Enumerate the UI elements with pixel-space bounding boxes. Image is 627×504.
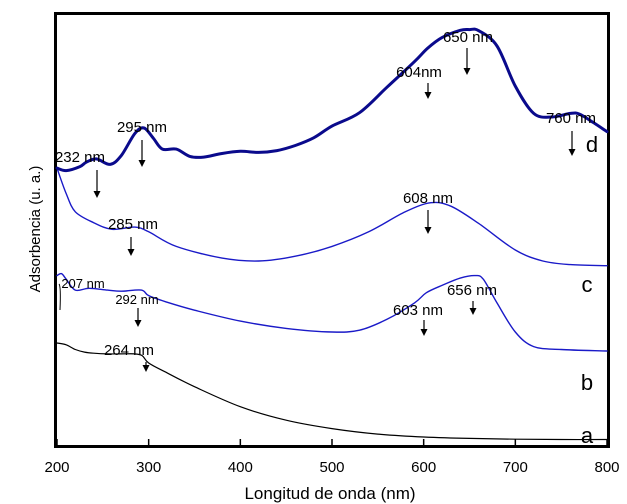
series-d-line <box>55 27 609 173</box>
peak-arrow-head <box>93 191 101 198</box>
x-tick-label: 500 <box>319 459 344 476</box>
peak-label: 760 nm <box>546 110 596 127</box>
peak-label: 608 nm <box>403 190 453 207</box>
peak-arrow-head <box>142 365 150 372</box>
x-tick-label: 800 <box>594 459 619 476</box>
peak-arrow-head <box>463 68 471 75</box>
peak-label: 650 nm <box>443 29 493 46</box>
peak-label: 603 nm <box>393 302 443 319</box>
peak-arrow-head <box>424 227 432 234</box>
curve-label-a: a <box>581 423 594 448</box>
peak-arrow <box>58 283 61 311</box>
curve-label-d: d <box>586 132 598 157</box>
spectrum-curves <box>55 27 609 441</box>
x-tick-label: 200 <box>44 459 69 476</box>
peak-label: 207 nm <box>61 276 104 291</box>
x-axis-label: Longitud de onda (nm) <box>244 484 415 503</box>
peak-arrow-head <box>424 92 432 99</box>
series-c-line <box>56 167 608 267</box>
peak-arrow-head <box>469 308 477 315</box>
peak-label: 292 nm <box>115 292 158 307</box>
x-tick-label: 400 <box>228 459 253 476</box>
peak-label: 285 nm <box>108 216 158 233</box>
peak-arrow-head <box>127 249 135 256</box>
peak-label: 656 nm <box>447 282 497 299</box>
x-tick-label: 300 <box>136 459 161 476</box>
peak-arrow-head <box>134 320 142 327</box>
x-tick-label: 700 <box>503 459 528 476</box>
curve-label-c: c <box>582 272 593 297</box>
x-tick-label: 600 <box>411 459 436 476</box>
peak-label: 264 nm <box>104 342 154 359</box>
series-a-line <box>56 342 608 441</box>
peak-labels: 232 nm 295 nm 604nm 650 nm 760 nm 285 nm 608 n… <box>55 29 596 359</box>
series-b-line <box>56 272 608 352</box>
y-axis-label: Adsorbencia (u. a.) <box>27 166 44 293</box>
peak-label: 295 nm <box>117 119 167 136</box>
peak-arrow-head <box>568 149 576 156</box>
curve-labels: a b c d <box>581 132 598 448</box>
peak-label: 604nm <box>396 64 442 81</box>
curve-label-b: b <box>581 370 593 395</box>
peak-arrows <box>58 48 576 372</box>
peak-arrow-head <box>420 329 428 336</box>
peak-label: 232 nm <box>55 149 105 166</box>
peak-arrow-head <box>138 160 146 167</box>
x-axis-tick-labels: 200 300 400 500 600 700 800 <box>44 459 619 476</box>
